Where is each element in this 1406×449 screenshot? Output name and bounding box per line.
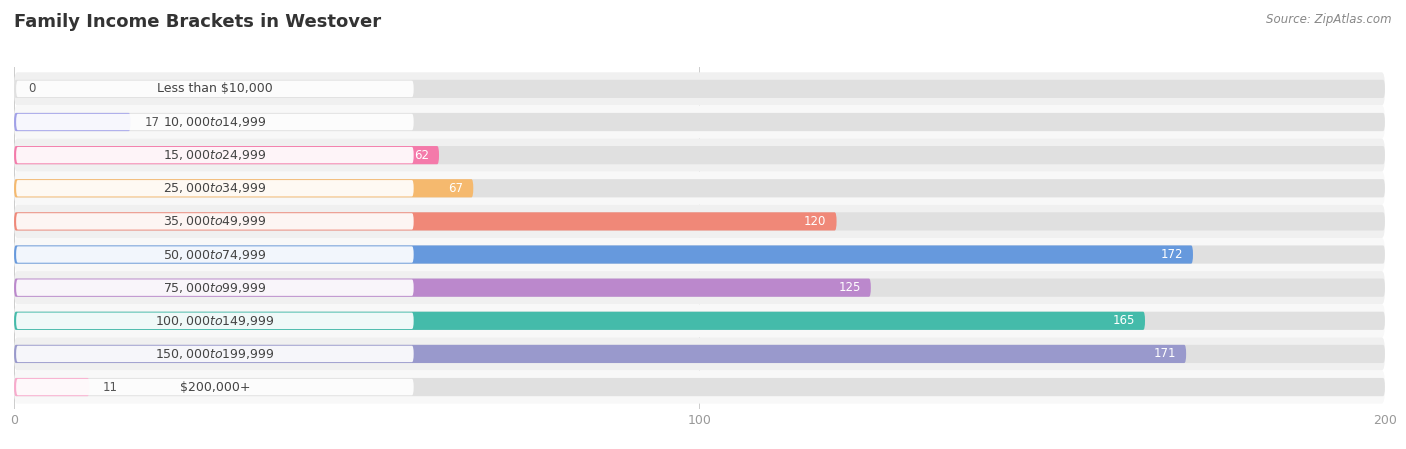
FancyBboxPatch shape (15, 313, 413, 329)
FancyBboxPatch shape (15, 81, 413, 97)
Text: $100,000 to $149,999: $100,000 to $149,999 (155, 314, 274, 328)
FancyBboxPatch shape (15, 180, 413, 197)
FancyBboxPatch shape (14, 139, 1385, 172)
FancyBboxPatch shape (14, 278, 1385, 297)
FancyBboxPatch shape (15, 247, 413, 263)
Text: 62: 62 (413, 149, 429, 162)
Text: 67: 67 (449, 182, 463, 195)
Text: Family Income Brackets in Westover: Family Income Brackets in Westover (14, 13, 381, 31)
FancyBboxPatch shape (14, 72, 1385, 106)
FancyBboxPatch shape (14, 179, 1385, 198)
FancyBboxPatch shape (15, 279, 413, 296)
FancyBboxPatch shape (14, 304, 1385, 337)
Text: 172: 172 (1160, 248, 1182, 261)
FancyBboxPatch shape (14, 212, 1385, 230)
FancyBboxPatch shape (14, 345, 1187, 363)
Text: $10,000 to $14,999: $10,000 to $14,999 (163, 115, 267, 129)
FancyBboxPatch shape (14, 337, 1385, 370)
FancyBboxPatch shape (14, 113, 1385, 131)
FancyBboxPatch shape (15, 213, 413, 229)
FancyBboxPatch shape (15, 114, 413, 130)
Text: 0: 0 (28, 82, 35, 95)
Text: $15,000 to $24,999: $15,000 to $24,999 (163, 148, 267, 162)
FancyBboxPatch shape (14, 312, 1385, 330)
FancyBboxPatch shape (15, 147, 413, 163)
Text: 11: 11 (103, 381, 118, 394)
FancyBboxPatch shape (14, 146, 1385, 164)
Text: Less than $10,000: Less than $10,000 (157, 82, 273, 95)
Text: $150,000 to $199,999: $150,000 to $199,999 (155, 347, 274, 361)
Text: $25,000 to $34,999: $25,000 to $34,999 (163, 181, 267, 195)
FancyBboxPatch shape (14, 205, 1385, 238)
FancyBboxPatch shape (14, 271, 1385, 304)
FancyBboxPatch shape (14, 212, 837, 230)
Text: $50,000 to $74,999: $50,000 to $74,999 (163, 247, 267, 261)
FancyBboxPatch shape (15, 379, 413, 395)
Text: $35,000 to $49,999: $35,000 to $49,999 (163, 215, 267, 229)
Text: 165: 165 (1112, 314, 1135, 327)
Text: 17: 17 (145, 115, 159, 128)
FancyBboxPatch shape (14, 370, 1385, 404)
FancyBboxPatch shape (14, 80, 1385, 98)
FancyBboxPatch shape (14, 278, 870, 297)
FancyBboxPatch shape (14, 246, 1192, 264)
FancyBboxPatch shape (14, 246, 1385, 264)
FancyBboxPatch shape (14, 113, 131, 131)
FancyBboxPatch shape (14, 179, 474, 198)
FancyBboxPatch shape (14, 172, 1385, 205)
Text: Source: ZipAtlas.com: Source: ZipAtlas.com (1267, 13, 1392, 26)
FancyBboxPatch shape (15, 346, 413, 362)
FancyBboxPatch shape (14, 378, 90, 396)
Text: $75,000 to $99,999: $75,000 to $99,999 (163, 281, 267, 295)
FancyBboxPatch shape (14, 106, 1385, 139)
FancyBboxPatch shape (14, 312, 1144, 330)
Text: 125: 125 (838, 281, 860, 294)
FancyBboxPatch shape (14, 345, 1385, 363)
FancyBboxPatch shape (14, 238, 1385, 271)
FancyBboxPatch shape (14, 146, 439, 164)
Text: 171: 171 (1153, 348, 1175, 361)
Text: 120: 120 (804, 215, 827, 228)
Text: $200,000+: $200,000+ (180, 381, 250, 394)
FancyBboxPatch shape (14, 378, 1385, 396)
